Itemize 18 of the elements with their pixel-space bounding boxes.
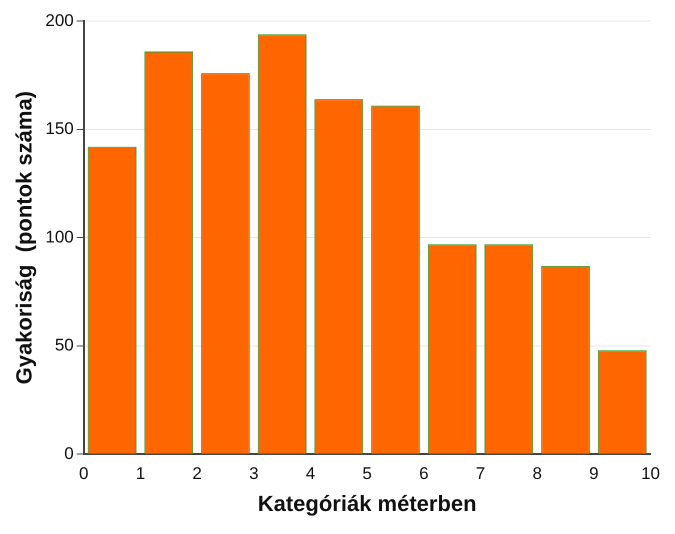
y-tick-label: 200	[45, 10, 74, 30]
x-tick-label: 2	[192, 464, 202, 484]
x-tick-label: 3	[249, 464, 259, 484]
x-tick-label: 6	[419, 464, 429, 484]
y-tick-label: 50	[54, 336, 74, 355]
y-tick-label: 100	[45, 227, 74, 246]
x-tick-label: 4	[306, 464, 316, 484]
x-axis-title: Kategóriák méterben	[258, 490, 477, 516]
x-tick-label: 10	[641, 464, 660, 484]
x-tick-label: 9	[589, 464, 599, 484]
y-tick-label: 150	[45, 119, 74, 138]
y-axis-title: Gyakoriság (pontok száma)	[11, 90, 36, 384]
x-tick-label: 1	[136, 464, 146, 484]
x-tick-label: 0	[79, 464, 88, 484]
x-tick-label: 5	[362, 464, 372, 484]
x-tick-label: 7	[476, 464, 486, 484]
y-tick-label: 0	[64, 444, 74, 463]
x-tick-label: 8	[532, 464, 542, 484]
